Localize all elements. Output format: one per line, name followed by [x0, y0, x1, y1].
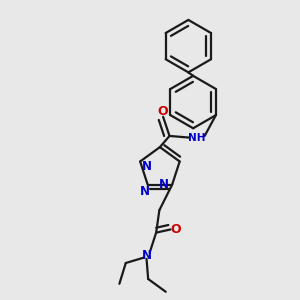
Text: N: N [142, 160, 152, 173]
Text: NH: NH [188, 133, 206, 142]
Text: N: N [142, 248, 152, 262]
Text: O: O [170, 223, 181, 236]
Text: O: O [158, 104, 168, 118]
Text: N: N [159, 178, 169, 191]
Text: N: N [140, 185, 150, 198]
